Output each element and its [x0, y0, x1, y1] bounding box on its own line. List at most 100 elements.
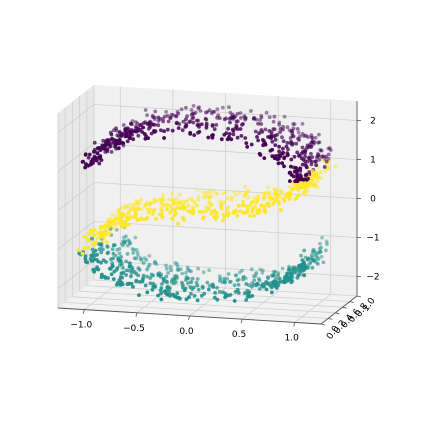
data-point-151 [267, 115, 272, 119]
z-tick-label-1: −1 [366, 234, 379, 244]
data-point-319 [176, 268, 181, 272]
data-point-1259 [109, 272, 114, 277]
data-point-1438 [276, 161, 281, 166]
data-point-1468 [162, 136, 167, 140]
data-point-1426 [80, 251, 85, 256]
data-point-1016 [113, 222, 118, 227]
data-point-465 [271, 273, 276, 278]
data-point-1035 [159, 128, 163, 133]
data-point-940 [231, 132, 236, 137]
data-point-1141 [110, 136, 114, 141]
data-point-843 [134, 126, 139, 131]
data-point-1175 [131, 137, 136, 142]
data-point-162 [249, 267, 254, 272]
data-point-1166 [212, 295, 217, 300]
data-point-1343 [285, 191, 290, 196]
gridline-floor-y-5 [93, 279, 358, 297]
data-point-839 [313, 173, 317, 178]
data-point-756 [310, 169, 315, 174]
data-point-1439 [251, 207, 256, 211]
data-point-1023 [308, 181, 313, 186]
data-point-449 [281, 127, 285, 132]
data-point-1376 [89, 159, 94, 164]
data-point-793 [195, 283, 200, 288]
y-tick-mark-3 [342, 306, 347, 309]
data-point-1402 [96, 267, 101, 272]
data-point-350 [306, 135, 310, 139]
data-point-1001 [282, 197, 287, 202]
x-tick-mark-4 [293, 322, 296, 327]
data-point-1085 [120, 275, 124, 280]
data-point-856 [191, 285, 196, 290]
data-point-1428 [156, 293, 161, 298]
data-point-1256 [112, 269, 117, 274]
data-point-1382 [195, 298, 200, 303]
data-point-1076 [204, 125, 209, 130]
data-point-442 [145, 267, 150, 272]
data-point-1359 [245, 145, 250, 149]
data-point-1142 [126, 222, 131, 227]
data-point-608 [297, 138, 301, 142]
data-point-1423 [235, 213, 240, 218]
data-point-1492 [247, 294, 252, 299]
data-point-596 [183, 199, 188, 204]
data-point-1252 [139, 217, 143, 221]
data-point-913 [174, 121, 179, 126]
data-point-169 [175, 262, 179, 266]
data-point-1425 [172, 213, 177, 218]
data-point-544 [227, 117, 232, 121]
data-point-895 [97, 247, 102, 252]
data-point-480 [131, 205, 136, 210]
data-point-1087 [224, 208, 229, 213]
data-point-1278 [286, 275, 291, 280]
data-point-755 [210, 123, 215, 127]
data-point-709 [215, 286, 219, 290]
data-point-1249 [304, 165, 309, 170]
data-point-27 [189, 108, 194, 112]
data-point-1488 [83, 165, 87, 170]
data-point-1031 [277, 276, 282, 281]
data-point-1490 [100, 230, 104, 235]
data-point-1294 [133, 211, 138, 216]
data-point-49 [195, 188, 200, 192]
data-point-1466 [128, 136, 133, 140]
data-point-1456 [201, 215, 206, 220]
data-point-1242 [188, 210, 193, 215]
data-point-144 [291, 122, 296, 126]
data-point-420 [218, 277, 223, 281]
data-point-342 [225, 196, 230, 201]
data-point-1179 [77, 251, 82, 256]
data-point-399 [139, 258, 144, 262]
data-point-535 [222, 200, 227, 204]
data-point-202 [121, 123, 126, 127]
data-point-617 [114, 126, 118, 131]
data-point-664 [156, 115, 161, 120]
data-point-1351 [117, 141, 122, 146]
data-point-868 [148, 276, 153, 280]
data-point-1019 [235, 135, 240, 140]
data-point-288 [204, 110, 208, 115]
data-point-955 [314, 163, 319, 168]
data-point-395 [243, 117, 248, 122]
data-point-1124 [256, 138, 260, 143]
data-point-271 [189, 269, 193, 274]
data-point-731 [184, 117, 188, 122]
data-point-79 [201, 190, 206, 195]
data-point-1477 [118, 220, 123, 224]
data-point-1411 [225, 212, 230, 217]
data-point-1385 [248, 213, 253, 218]
data-point-69 [133, 235, 138, 240]
data-point-109 [197, 105, 202, 110]
data-point-389 [169, 268, 173, 273]
data-point-101 [177, 192, 182, 197]
gridline-floor-y-2 [72, 296, 336, 314]
data-point-259 [168, 265, 173, 269]
data-point-1024 [298, 166, 302, 171]
data-point-562 [192, 200, 197, 205]
data-point-796 [136, 133, 141, 138]
data-point-823 [116, 210, 121, 214]
data-point-367 [161, 116, 165, 121]
data-point-916 [235, 127, 240, 131]
data-point-1386 [210, 135, 215, 140]
